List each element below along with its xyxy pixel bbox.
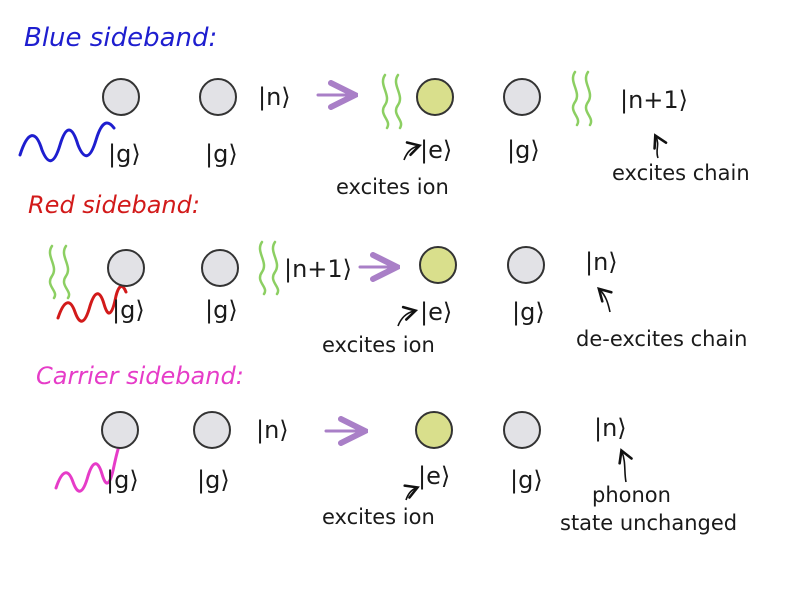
carrier-chain-pointer: [618, 448, 633, 483]
blue-before-ion-2-state: |g⟩: [205, 140, 238, 168]
carrier-after-ion-2: [503, 411, 541, 449]
carrier-note-chain-line-1: phonon: [592, 483, 671, 507]
blue-before-phonon-state: |n⟩: [258, 83, 291, 111]
red-after-ion-1-state: |e⟩: [420, 298, 452, 326]
red-after-ion-2: [507, 246, 545, 284]
red-after-ion-1: [419, 246, 457, 284]
red-laser-wave: [56, 285, 128, 323]
red-before-ion-1: [107, 249, 145, 287]
red-after-ion-2-state: |g⟩: [512, 298, 545, 326]
blue-after-phonon-state: |n+1⟩: [620, 86, 688, 114]
red-chain-pointer: [597, 287, 613, 313]
red-before-ion-2-state: |g⟩: [205, 296, 238, 324]
carrier-after-phonon-state: |n⟩: [594, 414, 627, 442]
blue-after-ion-1-state: |e⟩: [420, 136, 452, 164]
carrier-before-ion-2: [193, 411, 231, 449]
red-before-ion-2: [201, 249, 239, 287]
blue-sideband-row: Blue sideband: |g⟩ |g⟩ |n⟩ |e⟩ |g⟩ |n+1⟩…: [18, 23, 750, 199]
blue-phonon-wiggle-ion: [381, 73, 403, 130]
carrier-laser-wave: [54, 437, 128, 493]
red-before-ion-1-state: |g⟩: [112, 296, 145, 324]
blue-sideband-title: Blue sideband:: [24, 23, 217, 53]
blue-phonon-wiggle-chain: [571, 70, 593, 127]
carrier-after-ion-1-state: |e⟩: [418, 462, 450, 490]
carrier-ion-pointer: [403, 484, 420, 501]
red-before-phonon-state: |n+1⟩: [284, 255, 352, 283]
carrier-before-ion-1-state: |g⟩: [106, 466, 139, 494]
red-note-ion: excites ion: [322, 333, 435, 357]
blue-before-ion-1-state: |g⟩: [108, 140, 141, 168]
red-ion-pointer: [397, 305, 419, 327]
carrier-after-ion-2-state: |g⟩: [510, 466, 543, 494]
blue-note-chain: excites chain: [612, 161, 750, 185]
red-phonon-wiggle-before: [48, 244, 71, 300]
blue-after-ion-2: [503, 78, 541, 116]
blue-laser-wave: [18, 121, 116, 163]
carrier-sideband-row: Carrier sideband: |g⟩ |g⟩ |n⟩ |e⟩ |g⟩ |n…: [36, 362, 737, 535]
carrier-before-ion-2-state: |g⟩: [197, 466, 230, 494]
blue-before-ion-2: [199, 78, 237, 116]
carrier-before-ion-1: [101, 411, 139, 449]
red-note-chain: de-excites chain: [576, 327, 747, 351]
blue-after-ion-1: [416, 78, 454, 116]
blue-ion-pointer: [403, 141, 423, 161]
blue-note-ion: excites ion: [336, 175, 449, 199]
red-phonon-wiggle-chain: [258, 240, 280, 296]
carrier-note-ion: excites ion: [322, 505, 435, 529]
carrier-after-ion-1: [415, 411, 453, 449]
blue-after-ion-2-state: |g⟩: [507, 136, 540, 164]
red-sideband-title: Red sideband:: [28, 191, 200, 219]
blue-chain-pointer: [653, 133, 668, 159]
carrier-before-phonon-state: |n⟩: [256, 416, 289, 444]
red-after-phonon-state: |n⟩: [585, 248, 618, 276]
carrier-sideband-title: Carrier sideband:: [36, 362, 244, 390]
blue-before-ion-1: [102, 78, 140, 116]
red-sideband-row: Red sideband: |g⟩ |g⟩ |n+1⟩ |e⟩ |g⟩ |n⟩ …: [28, 191, 747, 357]
carrier-note-chain-line-2: state unchanged: [560, 511, 737, 535]
